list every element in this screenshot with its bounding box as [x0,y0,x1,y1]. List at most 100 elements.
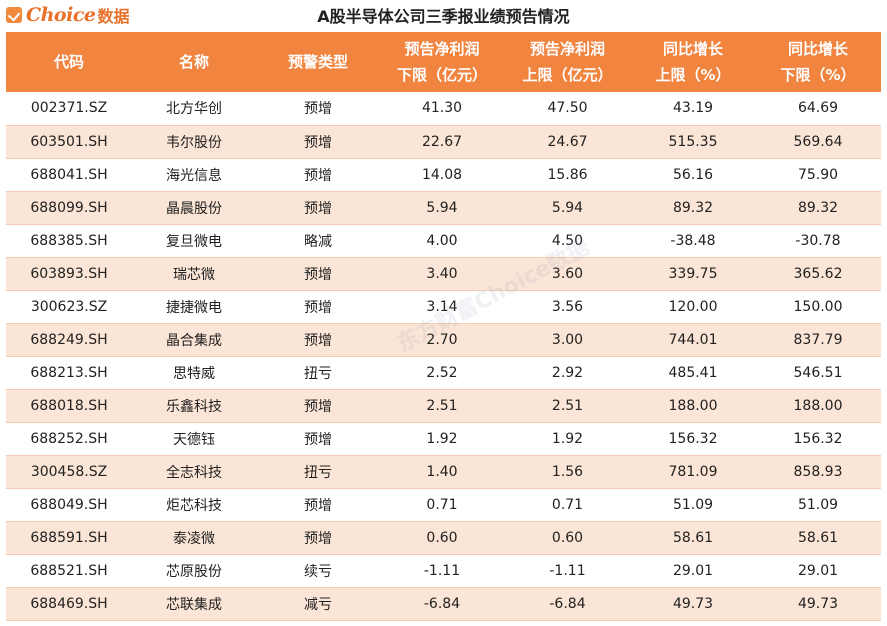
table-cell: 预增 [256,389,380,423]
column-header-line1: 同比增长 [787,40,848,58]
table-cell: -6.84 [504,587,631,621]
table-cell: 688252.SH [6,422,132,456]
checkmark-logo-icon [6,7,22,23]
column-header-line2: 下限（亿元） [396,66,487,84]
table-cell: -30.78 [755,224,881,258]
table-cell: 2.51 [380,389,504,423]
table-cell: 22.67 [380,125,504,159]
table-cell: 56.16 [631,158,755,192]
column-header: 预告净利润上限（亿元） [504,32,631,92]
table-cell: 预增 [256,290,380,324]
table-cell: 688591.SH [6,521,132,555]
table-cell: 减亏 [256,587,380,621]
table-cell: 603501.SH [6,125,132,159]
table-cell: 150.00 [755,290,881,324]
table-cell: 41.30 [380,92,504,126]
table-cell: 2.92 [504,356,631,390]
table-cell: 3.56 [504,290,631,324]
table-body: 002371.SZ 北方华创 预增 41.30 47.50 43.19 64.69 60350… [6,92,881,621]
column-header-line2: 上限（%） [655,66,731,84]
table-cell: 晶晨股份 [132,191,256,225]
table-cell: 北方华创 [132,92,256,126]
table-cell: 芯原股份 [132,554,256,588]
table-cell: -1.11 [504,554,631,588]
table-cell: -38.48 [631,224,755,258]
table-cell: 2.70 [380,323,504,357]
table-row: 603893.SH 瑞芯微 预增 3.40 3.60 339.75 365.62 [6,257,881,291]
header-bar: Choice 数据 A股半导体公司三季报业绩预告情况 [0,0,887,32]
table-cell: 0.71 [504,488,631,522]
table-cell: 688099.SH [6,191,132,225]
table-cell: 全志科技 [132,455,256,489]
table-cell: 1.56 [504,455,631,489]
table-cell: -6.84 [380,587,504,621]
table-cell: 47.50 [504,92,631,126]
table-cell: 837.79 [755,323,881,357]
table-cell: 乐鑫科技 [132,389,256,423]
table-cell: 29.01 [755,554,881,588]
table-cell: 瑞芯微 [132,257,256,291]
column-header-line1: 同比增长 [662,40,723,58]
table-row: 688591.SH 泰凌微 预增 0.60 0.60 58.61 58.61 [6,521,881,555]
table-cell: 3.14 [380,290,504,324]
table-row: 603501.SH 韦尔股份 预增 22.67 24.67 515.35 569.64 [6,125,881,159]
table-cell: 思特威 [132,356,256,390]
table-cell: 300458.SZ [6,455,132,489]
table-cell: 24.67 [504,125,631,159]
table-cell: 2.52 [380,356,504,390]
table-row: 688041.SH 海光信息 预增 14.08 15.86 56.16 75.90 [6,158,881,192]
choice-logo: Choice 数据 [6,2,130,28]
table-row: 002371.SZ 北方华创 预增 41.30 47.50 43.19 64.69 [6,92,881,126]
table-cell: 365.62 [755,257,881,291]
table-cell: 603893.SH [6,257,132,291]
table-cell: 泰凌微 [132,521,256,555]
table-cell: 0.60 [504,521,631,555]
table-row: 300623.SZ 捷捷微电 预增 3.14 3.56 120.00 150.00 [6,290,881,324]
table-cell: 5.94 [380,191,504,225]
table-header-row: 代码 名称 预警类型 预告净利润 下限（亿元） 预告净利润 上限（亿元） 同比增长 上限（%）同… [6,32,881,92]
table-cell: 韦尔股份 [132,125,256,159]
table-cell: 688018.SH [6,389,132,423]
table-cell: 688385.SH [6,224,132,258]
table-cell: 天德钰 [132,422,256,456]
table-cell: 15.86 [504,158,631,192]
table-cell: 扭亏 [256,356,380,390]
table-cell: 002371.SZ [6,92,132,126]
table-cell: 156.32 [631,422,755,456]
table-cell: 569.64 [755,125,881,159]
column-header-line1: 预告净利润 [404,40,480,58]
table-cell: 预增 [256,257,380,291]
table-cell: 5.94 [504,191,631,225]
table-cell: 预增 [256,422,380,456]
column-header: 预警类型 [256,32,380,92]
table-cell: 预增 [256,92,380,126]
table-cell: 49.73 [755,587,881,621]
table-cell: 515.35 [631,125,755,159]
column-header: 预告净利润下限（亿元） [380,32,504,92]
table-cell: -1.11 [380,554,504,588]
table-cell: 0.60 [380,521,504,555]
table-cell: 3.60 [504,257,631,291]
table-cell: 51.09 [631,488,755,522]
table-cell: 预增 [256,191,380,225]
table-cell: 预增 [256,323,380,357]
table-cell: 捷捷微电 [132,290,256,324]
column-header-line1: 预警类型 [287,53,348,71]
column-header-line2: 上限（亿元） [522,66,613,84]
table-cell: 4.50 [504,224,631,258]
table-cell: 688521.SH [6,554,132,588]
table-row: 688213.SH 思特威 扭亏 2.52 2.92 485.41 546.51 [6,356,881,390]
table-cell: 688049.SH [6,488,132,522]
table-row: 688049.SH 炬芯科技 预增 0.71 0.71 51.09 51.09 [6,488,881,522]
table-cell: 781.09 [631,455,755,489]
forecast-table: 代码 名称 预警类型 预告净利润 下限（亿元） 预告净利润 上限（亿元） 同比增长 上限（%）同… [6,32,881,621]
table-cell: 29.01 [631,554,755,588]
table-cell: 1.92 [380,422,504,456]
table-row: 688249.SH 晶合集成 预增 2.70 3.00 744.01 837.79 [6,323,881,357]
column-header: 同比增长上限（%） [631,32,755,92]
table-cell: 64.69 [755,92,881,126]
column-header-line1: 预告净利润 [529,40,605,58]
table-cell: 14.08 [380,158,504,192]
column-header: 同比增长 下限（%） [755,32,881,92]
table-cell: 1.92 [504,422,631,456]
